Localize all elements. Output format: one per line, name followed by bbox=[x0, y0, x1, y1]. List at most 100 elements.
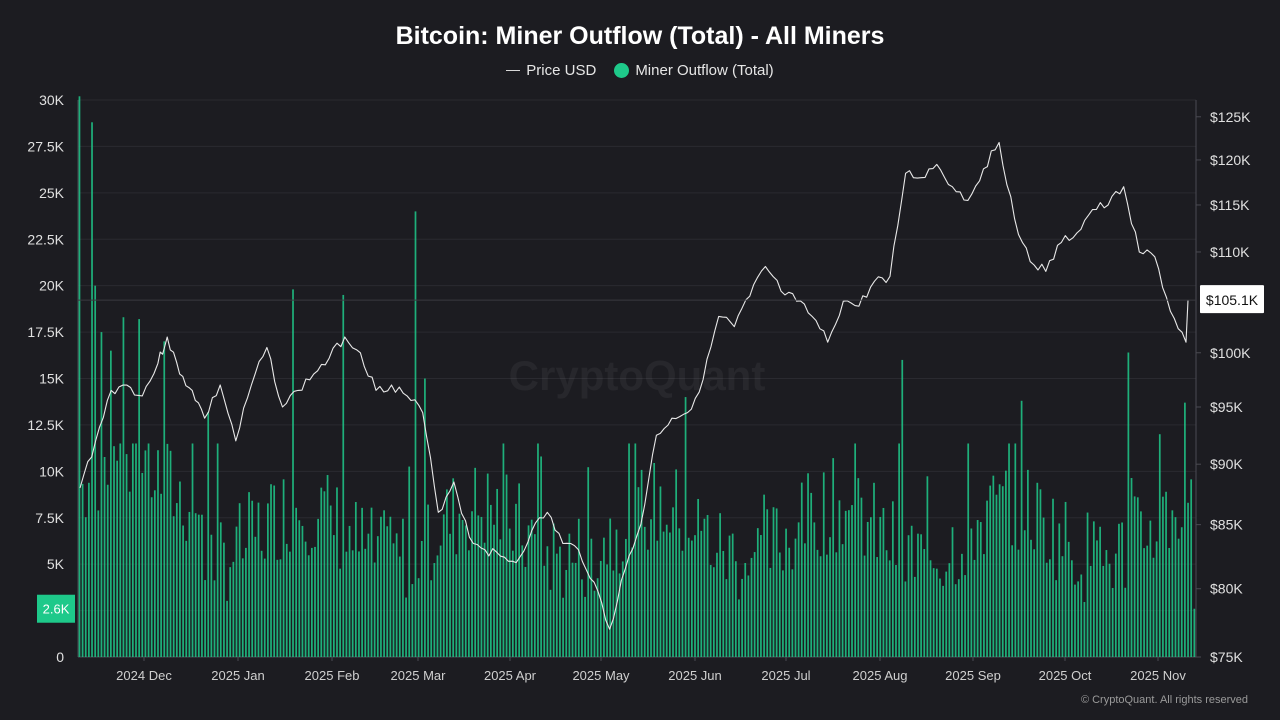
outflow-bar bbox=[508, 528, 511, 657]
outflow-bar bbox=[1096, 540, 1098, 657]
outflow-bar bbox=[848, 510, 850, 657]
current-price-badge bbox=[1200, 285, 1264, 314]
outflow-bar bbox=[844, 510, 847, 657]
outflow-bar bbox=[175, 503, 178, 657]
outflow-bar bbox=[267, 503, 269, 657]
outflow-bar bbox=[433, 563, 436, 657]
outflow-bar bbox=[122, 317, 125, 657]
outflow-bar bbox=[153, 490, 156, 657]
outflow-bar bbox=[257, 502, 260, 657]
outflow-bar bbox=[1102, 565, 1105, 657]
outflow-bar bbox=[292, 289, 294, 657]
x-tick-label: 2025 May bbox=[572, 668, 630, 683]
legend-outflow-label: Miner Outflow (Total) bbox=[635, 62, 774, 79]
outflow-bar bbox=[920, 534, 922, 657]
outflow-bar bbox=[961, 553, 963, 657]
outflow-bar bbox=[926, 476, 929, 657]
outflow-bar bbox=[1158, 434, 1161, 657]
outflow-bar bbox=[772, 507, 775, 657]
outflow-bar bbox=[1083, 602, 1086, 657]
outflow-bar bbox=[125, 454, 128, 657]
outflow-bar bbox=[634, 443, 637, 657]
outflow-bar bbox=[995, 494, 998, 657]
outflow-bar bbox=[197, 514, 200, 657]
outflow-bar bbox=[398, 556, 401, 657]
dot-swatch-icon bbox=[614, 63, 630, 78]
outflow-bar bbox=[361, 507, 363, 657]
outflow-bar bbox=[945, 571, 948, 657]
outflow-bar bbox=[769, 567, 772, 657]
outflow-bar bbox=[1086, 512, 1089, 657]
outflow-bar bbox=[188, 511, 191, 657]
outflow-bar bbox=[929, 560, 932, 657]
outflow-bar bbox=[194, 513, 197, 657]
outflow-bar bbox=[135, 443, 137, 657]
outflow-bar bbox=[1114, 553, 1117, 657]
outflow-bar bbox=[314, 546, 316, 657]
outflow-bar bbox=[364, 548, 367, 657]
outflow-bar bbox=[766, 509, 769, 657]
outflow-bar bbox=[976, 520, 979, 657]
outflow-bar bbox=[741, 578, 743, 657]
outflow-bar bbox=[1130, 478, 1133, 657]
outflow-bar bbox=[898, 443, 900, 657]
outflow-bar bbox=[395, 533, 398, 657]
outflow-bar bbox=[703, 518, 706, 657]
current-price-label: $105.1K bbox=[1206, 292, 1259, 308]
outflow-bar bbox=[1133, 496, 1136, 657]
outflow-bar bbox=[851, 505, 853, 657]
x-tick-label: 2025 Apr bbox=[484, 668, 537, 683]
outflow-bar bbox=[229, 567, 232, 657]
outflow-bar bbox=[973, 559, 976, 657]
outflow-bar bbox=[182, 525, 184, 657]
left-tick-label: 15K bbox=[39, 371, 65, 387]
outflow-bar bbox=[854, 443, 857, 657]
outflow-bar bbox=[954, 584, 957, 657]
x-tick-label: 2024 Dec bbox=[116, 668, 172, 683]
outflow-bar bbox=[323, 491, 326, 657]
outflow-bar bbox=[241, 558, 244, 657]
outflow-bar bbox=[518, 483, 520, 657]
outflow-bar bbox=[1058, 523, 1061, 657]
outflow-bar bbox=[424, 378, 426, 657]
outflow-bar bbox=[452, 478, 455, 657]
outflow-bar bbox=[904, 581, 907, 657]
outflow-bar bbox=[750, 557, 753, 657]
outflow-bar bbox=[113, 446, 115, 657]
outflow-bar bbox=[505, 474, 508, 657]
right-tick-label: $85K bbox=[1210, 517, 1243, 533]
x-tick-label: 2025 Nov bbox=[1130, 668, 1186, 683]
outflow-bar bbox=[835, 552, 838, 657]
chart-legend: Price USD Miner Outflow (Total) bbox=[0, 62, 1280, 79]
outflow-bar bbox=[552, 523, 555, 657]
outflow-bar bbox=[669, 532, 671, 657]
outflow-bar bbox=[128, 491, 131, 657]
outflow-bar bbox=[521, 545, 524, 657]
outflow-bar bbox=[979, 522, 982, 657]
outflow-bar bbox=[496, 488, 499, 657]
outflow-bar bbox=[185, 540, 188, 657]
right-tick-label: $90K bbox=[1210, 456, 1243, 472]
outflow-bar bbox=[88, 482, 90, 657]
outflow-bar bbox=[348, 525, 351, 657]
x-tick-label: 2025 Jan bbox=[211, 668, 265, 683]
line-swatch-icon bbox=[506, 70, 521, 71]
outflow-bar bbox=[587, 467, 590, 657]
outflow-bar bbox=[1111, 587, 1114, 657]
outflow-bar bbox=[1008, 443, 1010, 657]
outflow-bar bbox=[1089, 565, 1092, 657]
outflow-bar bbox=[935, 568, 938, 657]
outflow-bar bbox=[917, 533, 919, 657]
outflow-bar bbox=[207, 411, 210, 657]
outflow-bar bbox=[1045, 562, 1048, 657]
outflow-bar bbox=[951, 527, 954, 657]
outflow-bar bbox=[436, 555, 439, 657]
outflow-bar bbox=[455, 554, 458, 657]
outflow-bar bbox=[204, 580, 206, 657]
outflow-bar bbox=[81, 483, 84, 657]
outflow-bar bbox=[279, 559, 282, 657]
legend-price-usd[interactable]: Price USD bbox=[506, 62, 596, 79]
outflow-bar bbox=[653, 463, 656, 657]
legend-miner-outflow[interactable]: Miner Outflow (Total) bbox=[614, 62, 774, 79]
outflow-bar bbox=[537, 443, 539, 657]
